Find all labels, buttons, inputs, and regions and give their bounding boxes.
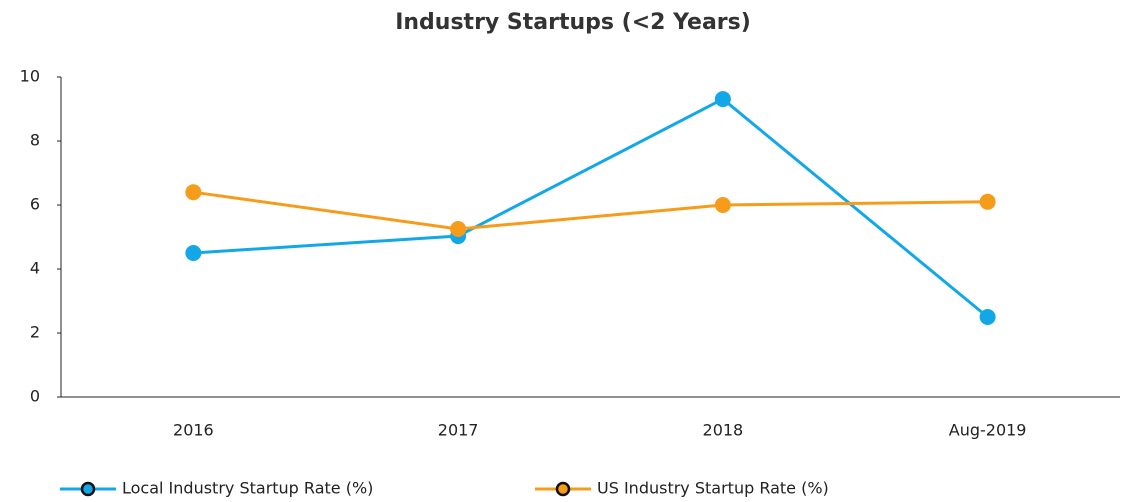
y-tick-label: 10 — [20, 67, 40, 86]
y-tick-label: 4 — [30, 259, 40, 278]
point — [714, 91, 731, 108]
x-tick-label: 2018 — [703, 421, 744, 440]
y-tick-label: 0 — [30, 387, 40, 406]
legend-label: US Industry Startup Rate (%) — [597, 479, 829, 498]
y-tick-label: 6 — [30, 195, 40, 214]
legend-marker — [555, 481, 571, 497]
chart-title: Industry Startups (<2 Years) — [395, 10, 751, 35]
point — [450, 221, 467, 237]
series-line — [193, 97, 989, 319]
series-line — [193, 190, 988, 231]
point — [185, 184, 202, 201]
y-tick-label: 2 — [30, 323, 40, 342]
legend-label: Local Industry Startup Rate (%) — [122, 479, 373, 498]
point — [979, 309, 996, 325]
y-tick-label: 8 — [30, 131, 40, 150]
x-tick-label: Aug-2019 — [949, 421, 1027, 440]
point — [185, 245, 202, 261]
legend-marker — [80, 481, 96, 497]
x-tick-label: 2017 — [438, 421, 479, 440]
point — [979, 193, 996, 210]
point — [714, 197, 731, 213]
x-tick-label: 2016 — [173, 421, 214, 440]
